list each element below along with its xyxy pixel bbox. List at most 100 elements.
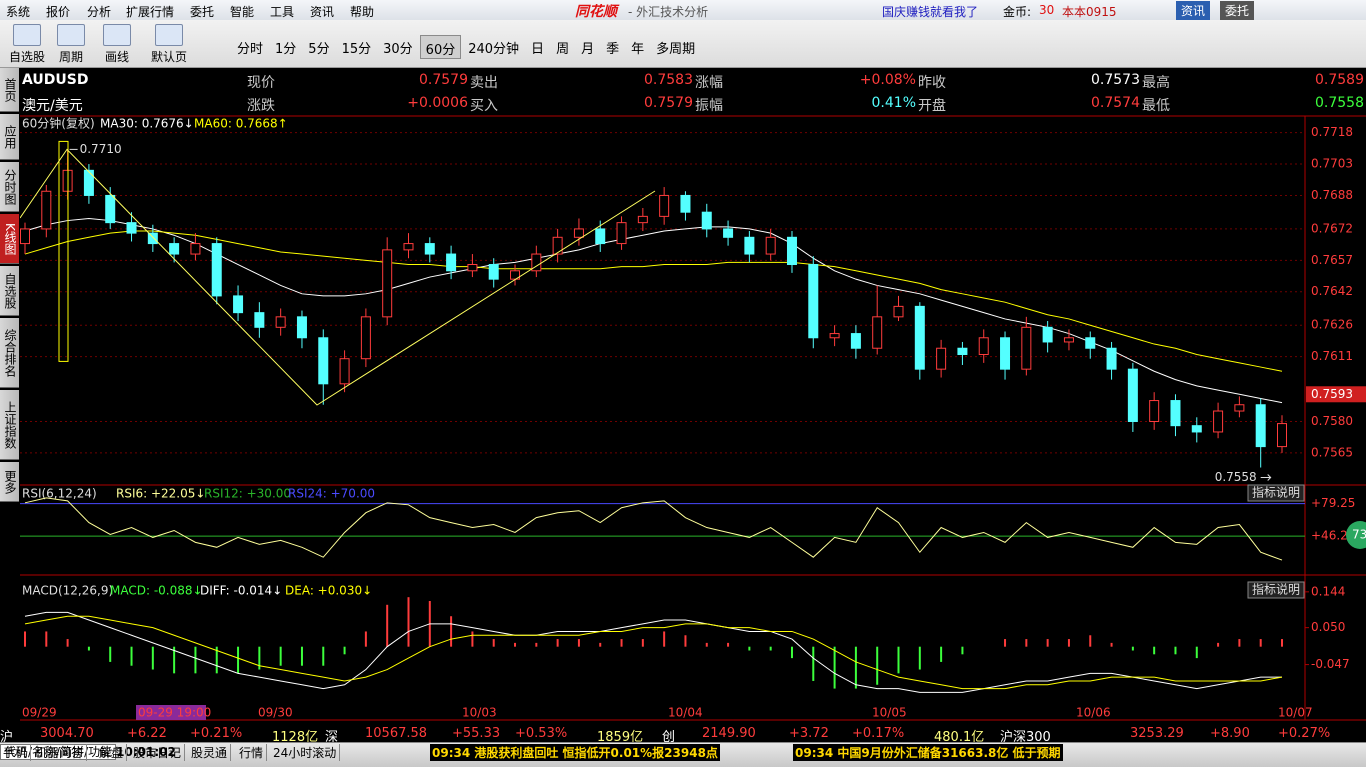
status-tab[interactable]: 行情: [236, 744, 268, 761]
quote-value: 0.7558: [1315, 95, 1364, 111]
status-tab[interactable]: 股灵通: [188, 744, 232, 761]
menu-item[interactable]: 委托: [190, 5, 215, 19]
status-tab[interactable]: 股市日记: [130, 744, 186, 761]
panel-title: RSI(6,12,24): [22, 487, 97, 501]
candle-body: [382, 249, 393, 318]
x-tick-label: 09/29: [22, 706, 57, 720]
period-button[interactable]: 年: [631, 42, 645, 57]
help-label: 指标说明: [1252, 485, 1300, 500]
candle-body: [573, 228, 584, 238]
candle-body: [616, 222, 627, 245]
quote-value: 0.7579: [644, 95, 693, 111]
menu-item[interactable]: 智能: [230, 5, 255, 19]
promo-link[interactable]: 国庆赚钱就看我了: [882, 5, 979, 19]
y-tick-label: 0.7703: [1311, 157, 1353, 171]
index-name: 深: [325, 730, 339, 745]
candle-body: [169, 243, 180, 255]
menu-bar: 同花顺 - 外汇技术分析 国庆赚钱就看我了 金币: 30 本本0915 系统 报价…: [0, 0, 1366, 20]
menu-item[interactable]: 报价: [46, 5, 71, 19]
candle-body: [83, 169, 94, 196]
candle-body: [41, 190, 52, 230]
y-tick-label: 0.7611: [1311, 349, 1353, 363]
toolbar-button[interactable]: 周期: [58, 50, 83, 64]
y-tick-label: -0.047: [1311, 657, 1350, 671]
index-change: +55.33: [452, 726, 501, 741]
quote-label: 最高: [1142, 75, 1170, 91]
quote-value: 0.7573: [1091, 72, 1140, 88]
y-tick-label: 0.7718: [1311, 125, 1353, 139]
candle-body: [595, 228, 606, 245]
menu-item[interactable]: 系统: [6, 5, 31, 19]
side-tab[interactable]: 综合排名: [0, 318, 19, 388]
candle-body: [360, 316, 371, 360]
menu-item[interactable]: 帮助: [350, 5, 375, 19]
status-tab[interactable]: 机器问答: [32, 744, 88, 761]
menu-item[interactable]: 扩展行情: [126, 5, 175, 19]
candle-body: [1149, 400, 1160, 422]
status-tab[interactable]: 24小时滚动: [270, 744, 341, 761]
candle-body: [1063, 337, 1074, 343]
candle-body: [488, 264, 499, 280]
menu-item[interactable]: 分析: [87, 5, 112, 19]
index-name: 沪: [0, 730, 14, 745]
toolbar-button[interactable]: 画线: [104, 50, 129, 64]
candle-body: [1021, 326, 1032, 370]
news-item[interactable]: 09:34 中国9月份外汇储备31663.8亿 低于预期: [793, 744, 1063, 761]
side-tab[interactable]: 上证指数: [0, 390, 19, 460]
index-pct: +0.17%: [852, 726, 905, 741]
period-button[interactable]: 多周期: [656, 42, 696, 57]
period-button[interactable]: 30分: [383, 42, 413, 57]
toolbar: 分时 1分 5分 15分 30分 60分 240分钟日周月季年多周期自选股 周期 画线 默认页: [0, 20, 1366, 68]
candle-body: [105, 194, 116, 224]
x-tick-label: 10/06: [1076, 706, 1111, 720]
toolbar-icon[interactable]: [103, 24, 131, 46]
candle-body: [403, 243, 414, 251]
period-button[interactable]: 月: [581, 42, 595, 57]
period-button[interactable]: 60分: [419, 35, 462, 59]
x-tick-label: 09-29 19:00: [138, 706, 211, 720]
period-button[interactable]: 日: [531, 42, 545, 57]
side-tab[interactable]: 分时图: [0, 162, 19, 212]
status-tab[interactable]: 解盘: [96, 744, 128, 761]
side-tab[interactable]: 应用: [0, 114, 19, 160]
menu-button[interactable]: 资讯: [1176, 1, 1211, 20]
menu-item[interactable]: 资讯: [310, 5, 335, 19]
period-button[interactable]: 季: [606, 42, 620, 57]
quote-value: 0.41%: [871, 95, 916, 111]
menu-item[interactable]: 工具: [270, 5, 295, 19]
side-tab[interactable]: K线图: [0, 214, 19, 264]
candle-body: [1106, 347, 1117, 370]
toolbar-icon[interactable]: [155, 24, 183, 46]
period-button[interactable]: 240分钟: [468, 42, 520, 57]
index-pct: +0.21%: [190, 726, 243, 741]
candle-body: [531, 253, 542, 272]
index-pct: +0.53%: [515, 726, 568, 741]
y-tick-label: 0.7565: [1311, 445, 1353, 459]
search-box[interactable]: 代码/名称/简拼/功能: [0, 744, 117, 760]
period-button[interactable]: 5分: [308, 42, 330, 57]
chart: 0.7718 0.7703 0.7688 0.7672 0.7657 0.7642 0.76…: [20, 115, 1366, 721]
quote-value: +0.0006: [407, 95, 468, 111]
toolbar-icon[interactable]: [13, 24, 41, 46]
period-button[interactable]: 1分: [275, 42, 297, 57]
toolbar-icon[interactable]: [57, 24, 85, 46]
candle-body: [893, 305, 904, 318]
candle-body: [254, 312, 265, 328]
status-tab[interactable]: 手机: [0, 744, 32, 761]
user-name[interactable]: 本本0915: [1062, 5, 1117, 19]
candle-body: [872, 316, 883, 349]
period-button[interactable]: 周: [556, 42, 570, 57]
toolbar-button[interactable]: 默认页: [150, 50, 187, 64]
trend-lines: [20, 148, 656, 406]
news-item[interactable]: 09:34 港股获利盘回吐 恒指低开0.01%报23948点: [430, 744, 720, 761]
period-button[interactable]: 分时: [237, 42, 264, 57]
panel-title: MACD(12,26,9): [22, 584, 113, 598]
side-tab[interactable]: 首页: [0, 68, 19, 112]
side-tab[interactable]: 更多: [0, 462, 19, 502]
period-button[interactable]: 15分: [341, 42, 372, 57]
toolbar-button[interactable]: 自选股: [8, 50, 45, 64]
candle-body: [446, 253, 457, 272]
candle-body: [296, 316, 307, 339]
side-tab[interactable]: 自选股: [0, 266, 19, 316]
menu-button[interactable]: 委托: [1220, 1, 1255, 20]
